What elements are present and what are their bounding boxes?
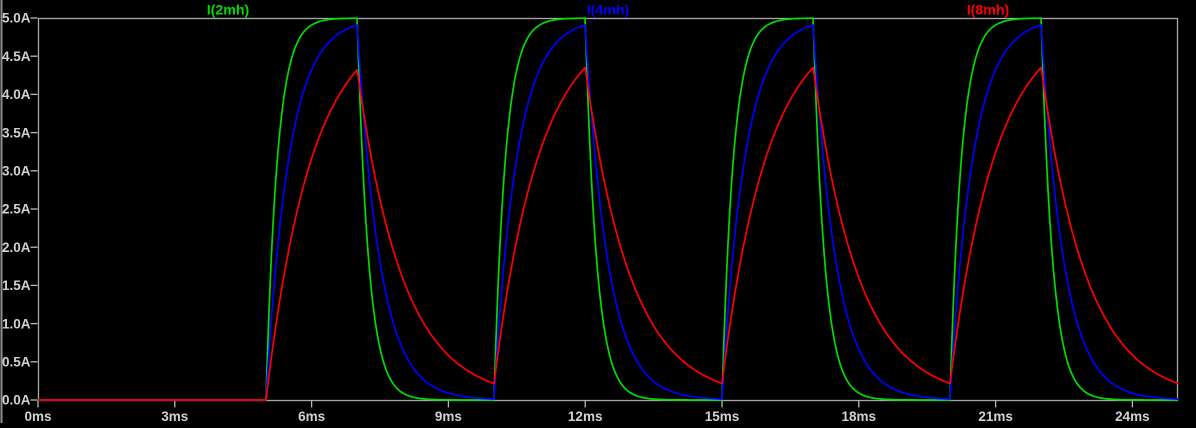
svg-text:2.0A: 2.0A [2,240,31,255]
svg-text:I(2mh): I(2mh) [207,2,250,18]
svg-text:9ms: 9ms [435,409,462,423]
svg-text:0.0A: 0.0A [2,393,31,408]
svg-text:4.5A: 4.5A [2,49,31,64]
svg-text:3ms: 3ms [161,409,188,423]
svg-text:5.0A: 5.0A [2,11,31,26]
svg-text:4.0A: 4.0A [2,87,31,102]
svg-text:24ms: 24ms [1115,409,1150,423]
svg-text:I(4mh): I(4mh) [587,2,630,18]
svg-text:21ms: 21ms [978,409,1013,423]
svg-text:2.5A: 2.5A [2,202,31,217]
svg-text:1.5A: 1.5A [2,278,31,293]
svg-text:0ms: 0ms [24,409,51,423]
svg-text:1.0A: 1.0A [2,316,31,331]
svg-text:18ms: 18ms [842,409,877,423]
svg-text:3.0A: 3.0A [2,164,31,179]
svg-text:0.5A: 0.5A [2,355,31,370]
svg-text:3.5A: 3.5A [2,125,31,140]
svg-text:I(8mh): I(8mh) [967,2,1010,18]
svg-text:12ms: 12ms [568,409,603,423]
svg-text:6ms: 6ms [298,409,325,423]
svg-text:15ms: 15ms [705,409,740,423]
